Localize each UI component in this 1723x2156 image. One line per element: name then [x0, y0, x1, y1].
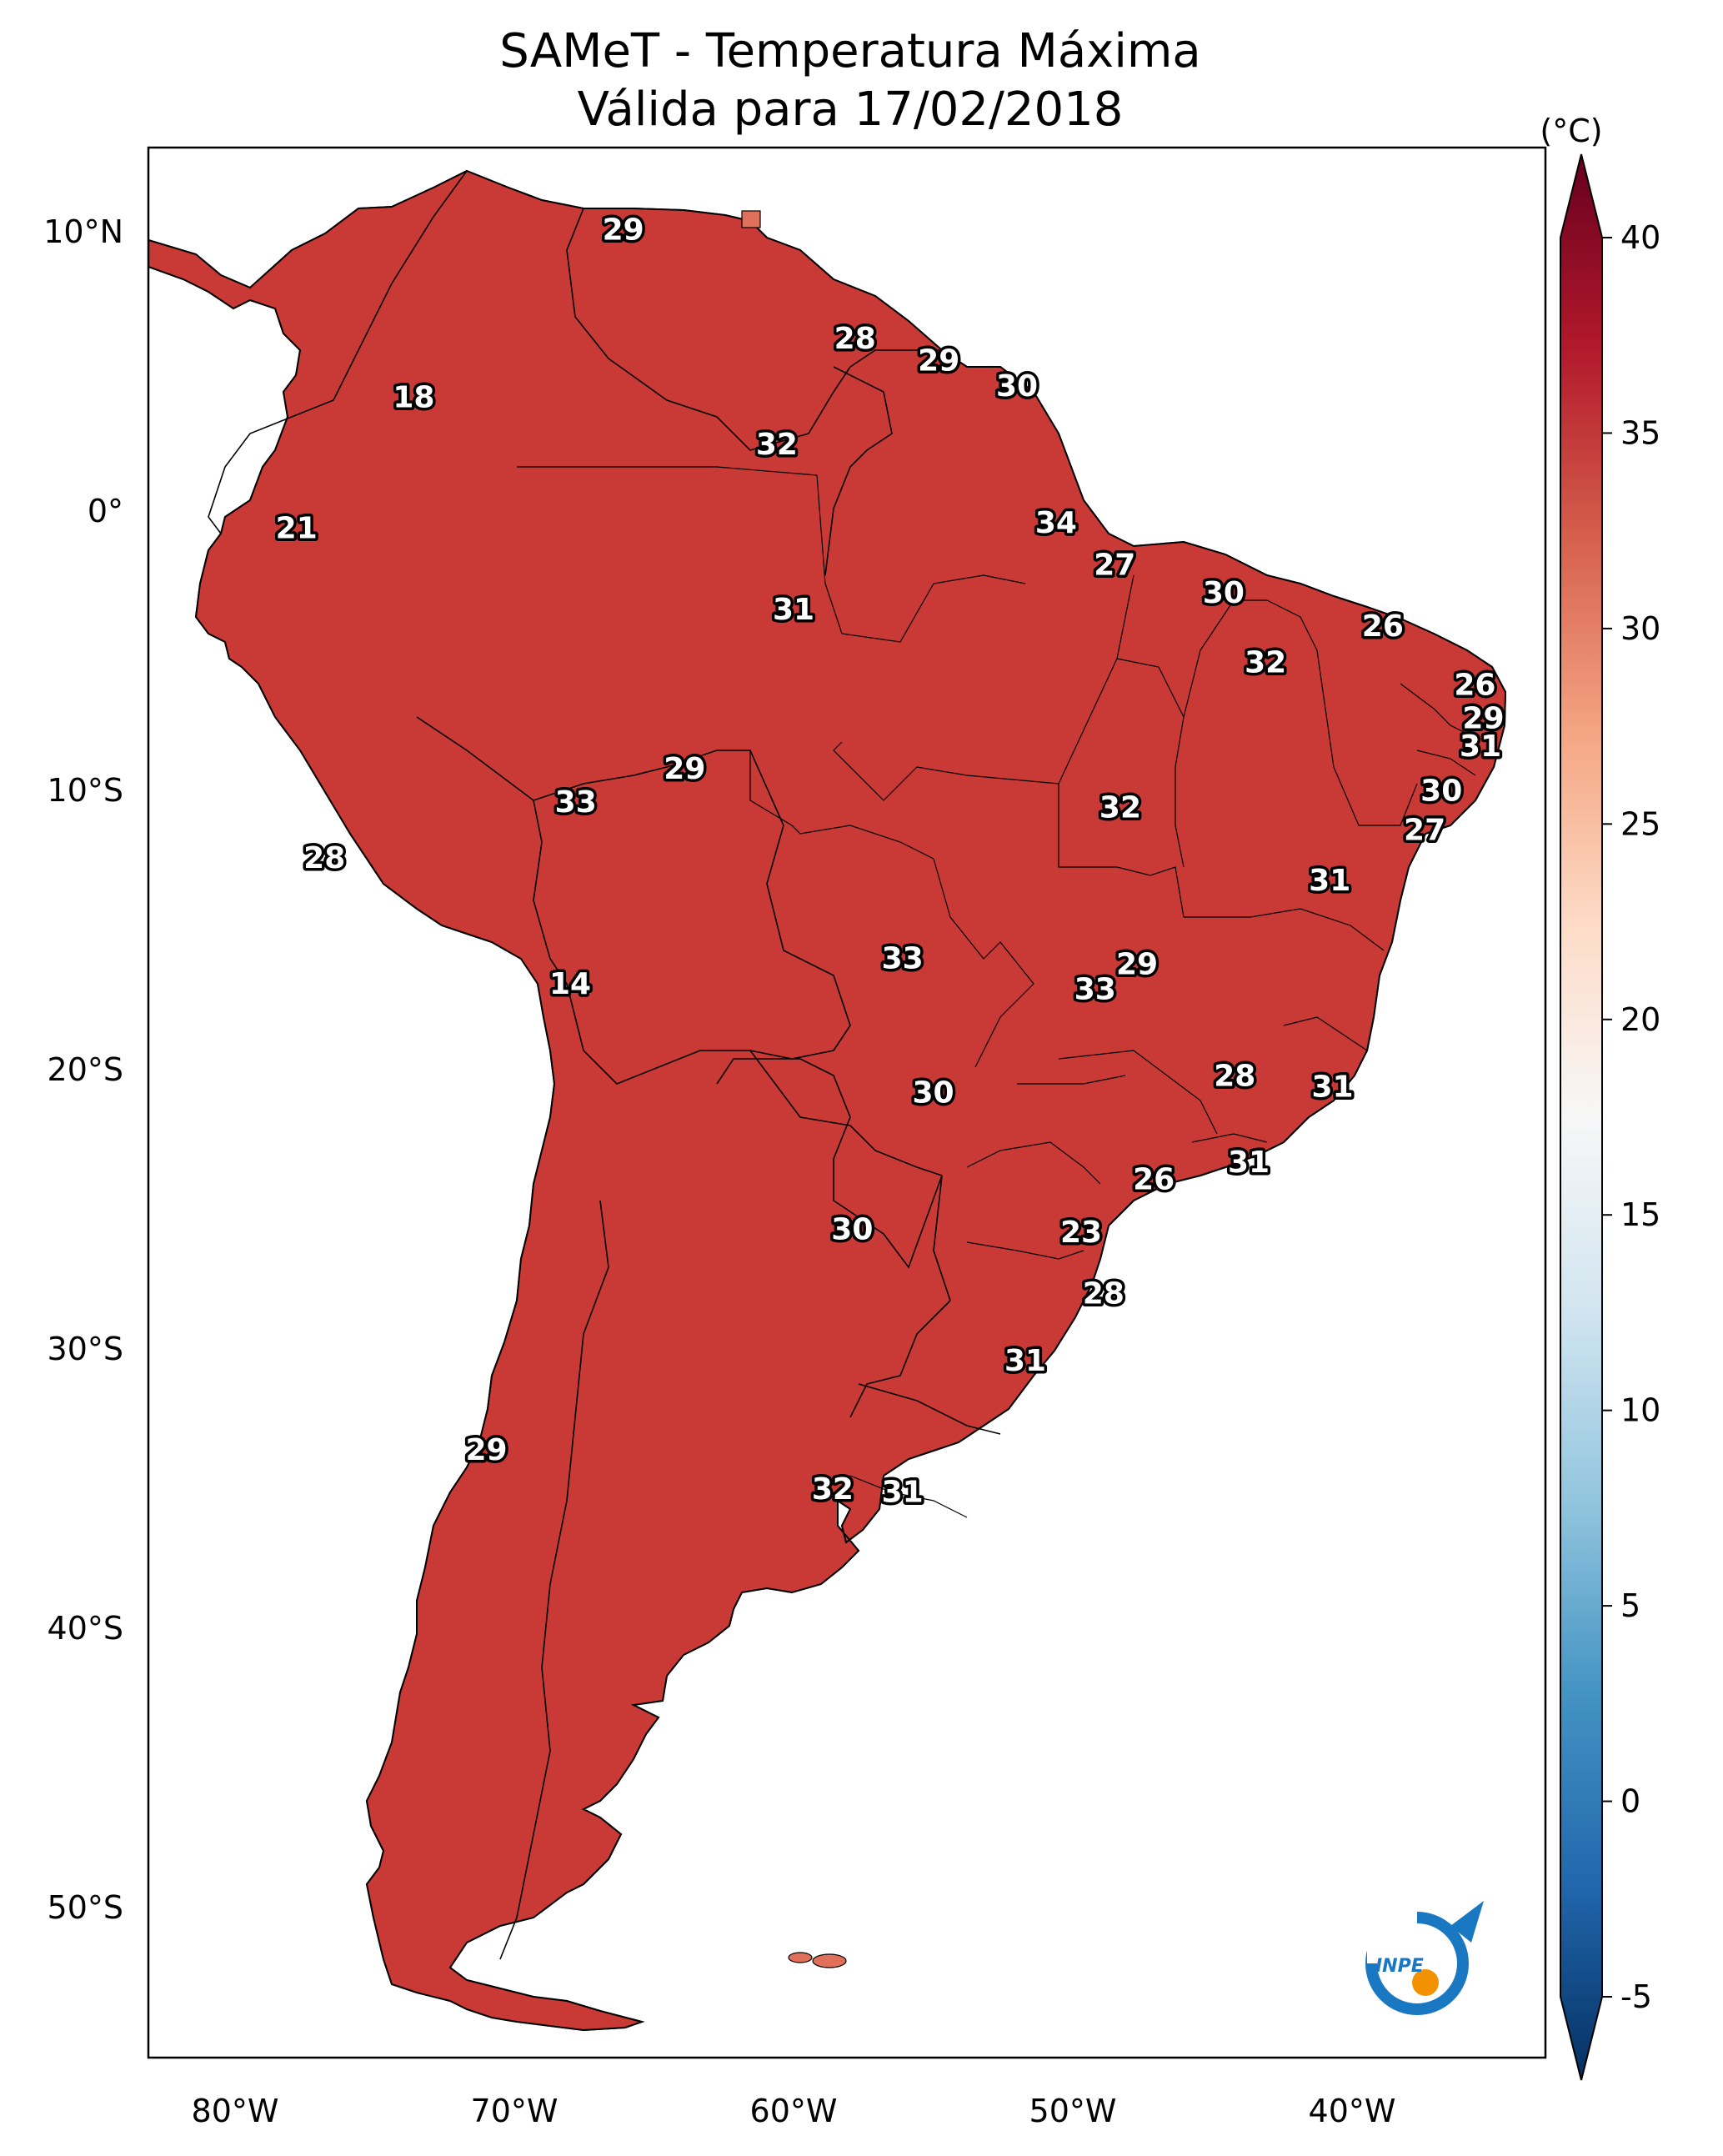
station-value-label: 28	[1083, 1277, 1124, 1311]
lat-tick-40s: 40°S	[48, 1610, 123, 1647]
station-value-label: 32	[1245, 646, 1286, 680]
station-value-label: 31	[882, 1475, 924, 1509]
station-value-label: 31	[1004, 1344, 1046, 1378]
colorbar-ramp	[1560, 153, 1603, 2081]
logo-arrow-icon	[1450, 1901, 1484, 1943]
inpe-logo: INPE	[1365, 1901, 1484, 2015]
station-value-label: 33	[882, 942, 924, 976]
station-value-label: 30	[1420, 775, 1462, 809]
colorbar-tick-label: 0	[1620, 1783, 1640, 1820]
lat-tick-50s: 50°S	[48, 1889, 123, 1926]
station-value-label: 31	[1228, 1146, 1270, 1180]
station-value-label: 31	[1460, 730, 1501, 764]
colorbar-ticks: 40 35 30 25 20 15 10 5 0 -5	[1602, 219, 1660, 2015]
colorbar-tick-label: 5	[1620, 1587, 1640, 1624]
lat-tick-10n: 10°N	[43, 213, 123, 250]
station-value-label: 26	[1362, 609, 1404, 644]
lon-tick-40w: 40°W	[1309, 2093, 1396, 2129]
station-value-label: 18	[393, 380, 434, 414]
colorbar-tick-label: 40	[1620, 219, 1660, 256]
station-value-label: 32	[756, 428, 798, 462]
station-value-label: 32	[1099, 791, 1141, 825]
lon-tick-70w: 70°W	[471, 2093, 558, 2129]
station-value-label: 29	[1462, 702, 1504, 736]
station-value-label: 29	[603, 213, 644, 247]
title-line-2: Válida para 17/02/2018	[578, 83, 1124, 137]
lon-tick-80w: 80°W	[192, 2093, 279, 2129]
colorbar-tick-label: 25	[1620, 805, 1660, 842]
lat-tick-30s: 30°S	[48, 1331, 123, 1367]
colorbar: (°C) 40 35 30 25 20 15 10 5 0 -5	[1540, 113, 1660, 2081]
station-value-label: 26	[1133, 1162, 1175, 1196]
colorbar-unit: (°C)	[1540, 113, 1602, 149]
station-value-label: 28	[834, 322, 876, 356]
station-value-label: 33	[1074, 972, 1116, 1006]
station-value-label: 21	[276, 512, 318, 546]
colorbar-tick-label: -5	[1620, 1978, 1652, 2015]
map-frame	[147, 146, 1547, 2059]
colorbar-tick-label: 15	[1620, 1196, 1660, 1233]
lon-tick-60w: 60°W	[750, 2093, 838, 2129]
station-value-label: 14	[549, 967, 591, 1001]
station-value-label: 31	[1309, 864, 1350, 898]
station-value-label: 30	[1203, 576, 1245, 610]
station-value-label: 31	[1311, 1070, 1353, 1105]
title-line-1: SAMeT - Temperatura Máxima	[499, 24, 1201, 78]
station-value-label: 28	[303, 841, 345, 875]
station-value-label: 30	[912, 1075, 954, 1110]
station-value-label: 29	[465, 1433, 507, 1467]
latitude-axis: 10°N 0° 10°S 20°S 30°S 40°S 50°S	[43, 213, 123, 1926]
colorbar-tick-label: 10	[1620, 1392, 1660, 1429]
station-value-label: 30	[831, 1213, 873, 1247]
station-value-label: 31	[773, 593, 814, 627]
islands	[741, 210, 847, 1968]
longitude-axis: 80°W 70°W 60°W 50°W 40°W	[192, 2093, 1396, 2129]
colorbar-tick-label: 30	[1620, 610, 1660, 647]
station-value-label: 29	[664, 752, 705, 786]
station-value-label: 32	[812, 1472, 854, 1507]
station-value-label: 33	[555, 785, 597, 820]
lat-tick-20s: 20°S	[48, 1051, 123, 1088]
station-value-label: 30	[996, 369, 1038, 404]
lat-tick-0: 0°	[88, 493, 123, 529]
station-value-label: 27	[1094, 548, 1135, 582]
station-value-label: 29	[1116, 947, 1158, 981]
falkland-east-island	[812, 1953, 847, 1968]
station-value-label: 27	[1404, 814, 1445, 848]
falkland-west-island	[788, 1952, 813, 1963]
logo-text: INPE	[1375, 1956, 1424, 1977]
station-value-label: 29	[918, 344, 959, 379]
state-borders	[517, 466, 1485, 1518]
station-value-label: 28	[1214, 1059, 1255, 1093]
lon-tick-50w: 50°W	[1029, 2093, 1117, 2129]
colorbar-tick-label: 35	[1620, 414, 1660, 451]
station-value-label: 26	[1454, 668, 1495, 702]
trinidad-island	[741, 210, 761, 228]
logo-sun-icon	[1412, 1969, 1439, 1996]
colorbar-tick-label: 20	[1620, 1001, 1660, 1038]
station-value-label: 34	[1035, 506, 1077, 540]
station-value-label: 23	[1060, 1216, 1102, 1250]
lat-tick-10s: 10°S	[48, 772, 123, 809]
